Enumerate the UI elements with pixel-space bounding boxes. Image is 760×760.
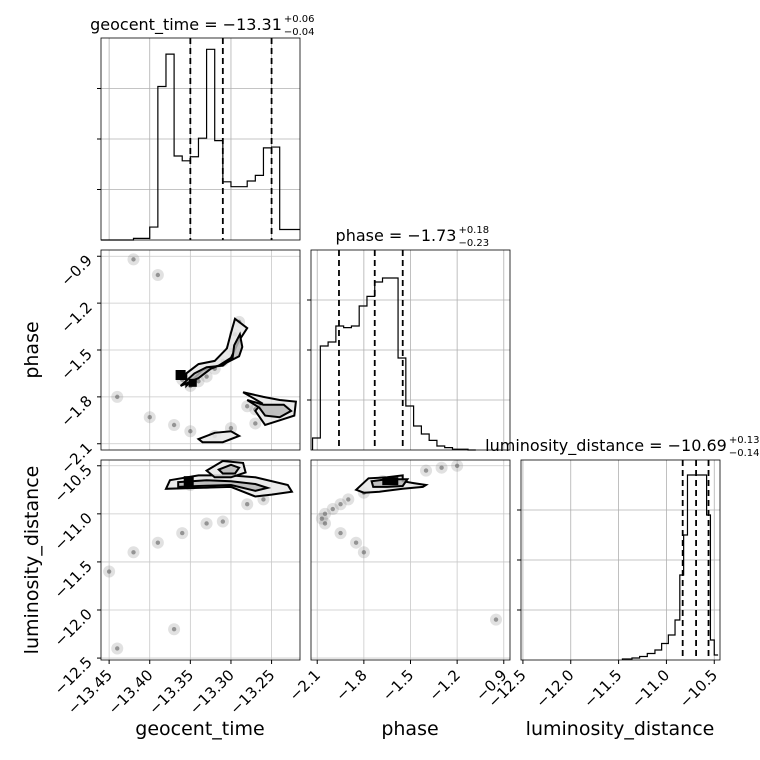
sample-point	[245, 404, 250, 409]
x-tick-label: −11.5	[580, 666, 625, 711]
panel-frame	[520, 459, 721, 661]
sample-point	[115, 646, 120, 651]
sample-point	[330, 506, 335, 512]
panel-title-luminosity_distance: luminosity_distance = −10.69 +0.13 −0.14	[485, 435, 759, 459]
sample-point	[115, 394, 120, 400]
sample-point	[261, 497, 266, 502]
sample-point	[171, 422, 177, 428]
sample-point	[322, 521, 328, 526]
x-tick-label: −1.2	[425, 666, 463, 704]
x-tick-label: −1.5	[379, 666, 417, 704]
sample-point	[346, 497, 351, 502]
sample-point	[353, 540, 359, 545]
x-tick-label: −10.5	[676, 666, 721, 711]
sample-point	[228, 425, 234, 431]
y-tick-label: −0.9	[57, 251, 95, 289]
panel-frame	[100, 459, 301, 661]
y-tick-label: −11.5	[51, 557, 96, 602]
contour-4	[246, 399, 293, 419]
sample-point	[204, 374, 209, 379]
x-tick-label: −13.25	[226, 666, 278, 718]
contour-2	[177, 479, 272, 492]
histogram-step-geocent_time	[101, 48, 300, 241]
x-tick-label: −1.8	[332, 666, 370, 704]
sample-point	[188, 429, 193, 434]
x-tick-label: −11.0	[628, 666, 673, 711]
sample-point	[454, 463, 460, 468]
y-axis-label: phase	[21, 321, 43, 378]
sample-point	[147, 414, 152, 420]
histogram-step-phase	[311, 277, 476, 451]
x-tick-label: −2.1	[286, 666, 324, 704]
panel-frame	[310, 249, 511, 451]
sample-point	[361, 550, 367, 555]
contour-2	[196, 430, 242, 444]
density-peak-marker	[188, 378, 197, 387]
histogram-panel-luminosity_distance	[517, 459, 721, 661]
sample-point	[155, 272, 161, 278]
sample-point	[220, 519, 226, 524]
sample-point	[131, 550, 136, 555]
histogram-panel-phase	[307, 249, 511, 451]
title-main: phase = −1.73	[336, 226, 457, 245]
density-peak-marker	[382, 477, 399, 486]
panel-title-geocent_time: geocent_time = −13.31 +0.06 −0.04	[90, 14, 314, 38]
title-plus-error: +0.18	[458, 225, 489, 236]
sample-point	[493, 617, 499, 622]
panel-title-phase: phase = −1.73 +0.18 −0.23	[336, 225, 490, 249]
sample-point	[338, 530, 343, 536]
density-peak-marker	[183, 476, 194, 487]
sample-point	[319, 516, 325, 521]
y-tick-label: −1.2	[57, 298, 95, 336]
sample-point	[131, 257, 136, 262]
y-axis-label: luminosity_distance	[21, 466, 43, 655]
sample-point	[423, 468, 429, 473]
title-main: geocent_time = −13.31	[90, 15, 282, 35]
sample-point	[204, 521, 209, 526]
histogram-panel-geocent_time	[97, 37, 301, 241]
sample-point	[155, 540, 161, 545]
sample-point	[171, 627, 177, 632]
panel-frame	[100, 37, 301, 241]
y-tick-label: −12.0	[51, 605, 96, 650]
y-tick-label: −11.0	[51, 509, 96, 554]
contour-3	[216, 463, 241, 475]
sample-point	[439, 465, 444, 470]
x-axis-label: geocent_time	[135, 718, 264, 740]
scatter-panel-geocent_time-luminosity_distance	[100, 459, 301, 661]
x-axis-label: luminosity_distance	[526, 718, 715, 740]
title-minus-error: −0.04	[284, 27, 315, 38]
sample-point	[106, 569, 112, 574]
title-minus-error: −0.14	[729, 448, 760, 459]
title-main: luminosity_distance = −10.69	[485, 436, 727, 456]
histogram-step-luminosity_distance	[621, 474, 719, 660]
title-minus-error: −0.23	[458, 238, 489, 249]
contour-3	[179, 331, 244, 387]
sample-point	[253, 421, 258, 426]
sample-point	[338, 502, 343, 507]
title-plus-error: +0.06	[284, 14, 315, 25]
scatter-panel-geocent_time-phase	[100, 249, 301, 451]
sample-point	[322, 511, 328, 517]
title-plus-error: +0.13	[729, 435, 760, 446]
x-axis-label: phase	[381, 718, 438, 740]
sample-point	[180, 530, 185, 536]
scatter-panel-phase-luminosity_distance	[310, 459, 511, 661]
y-tick-label: −1.5	[57, 345, 95, 383]
x-tick-label: −12.0	[532, 666, 577, 711]
density-peak-marker	[175, 370, 186, 380]
y-tick-label: −1.8	[57, 392, 95, 430]
sample-point	[196, 379, 201, 384]
sample-point	[245, 502, 250, 507]
